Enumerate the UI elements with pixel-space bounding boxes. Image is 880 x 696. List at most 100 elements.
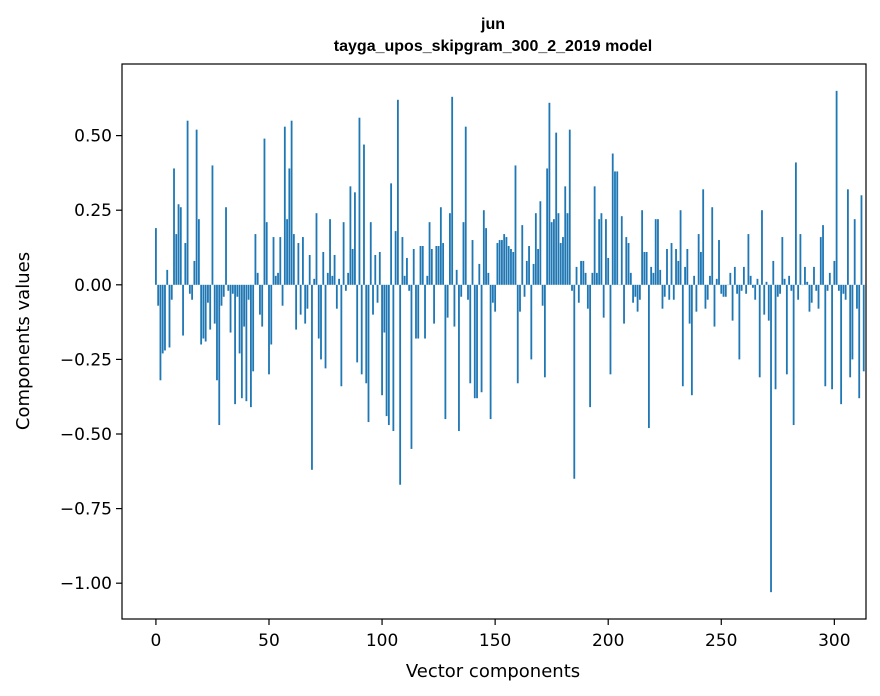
bar-78: [331, 275, 334, 285]
bar-199: [605, 219, 607, 285]
bar-252: [724, 284, 727, 297]
bar-54: [277, 272, 279, 285]
bar-56: [281, 284, 284, 306]
bar-295: [822, 225, 824, 285]
bar-105: [392, 284, 395, 432]
bar-267: [758, 284, 761, 378]
bar-22: [204, 284, 207, 342]
bar-55: [279, 237, 282, 285]
bar-159: [514, 165, 517, 285]
bar-181: [564, 186, 567, 285]
bar-290: [810, 284, 813, 303]
bar-244: [706, 284, 709, 300]
bar-163: [523, 284, 526, 297]
bar-13: [184, 243, 187, 285]
bar-41: [247, 284, 250, 300]
bar-232: [679, 210, 682, 285]
bar-214: [638, 284, 641, 300]
bar-200: [607, 257, 610, 285]
bar-42: [250, 284, 252, 408]
bar-25: [211, 165, 214, 285]
bar-30: [222, 284, 225, 297]
bar-102: [385, 284, 388, 417]
bar-276: [779, 284, 781, 294]
bar-198: [602, 284, 605, 318]
bar-241: [700, 251, 702, 285]
bar-196: [598, 219, 601, 285]
bar-272: [770, 284, 772, 593]
bar-126: [439, 207, 442, 285]
bar-83: [342, 222, 345, 285]
bar-282: [792, 284, 795, 426]
bar-108: [399, 284, 402, 485]
bar-130: [449, 213, 451, 285]
bar-247: [713, 284, 716, 327]
bar-135: [460, 284, 463, 297]
bar-79: [333, 254, 336, 285]
bar-217: [645, 251, 648, 285]
bar-17: [193, 260, 196, 285]
bar-146: [485, 228, 487, 285]
bar-75: [324, 284, 327, 369]
chart-subtitle: tayga_upos_skipgram_300_2_2019 model: [334, 38, 652, 55]
y-tick-label: −0.50: [60, 425, 112, 445]
bar-177: [555, 132, 558, 285]
bar-132: [453, 284, 456, 327]
bar-81: [338, 278, 340, 285]
bar-277: [781, 237, 784, 285]
bar-284: [797, 284, 800, 300]
bar-49: [265, 222, 268, 285]
bar-309: [853, 219, 856, 285]
bar-273: [772, 260, 775, 285]
bar-155: [505, 237, 508, 285]
bar-237: [690, 284, 693, 396]
bar-147: [487, 272, 490, 285]
bar-128: [444, 284, 447, 420]
x-tick-label: 100: [366, 631, 398, 651]
bar-114: [412, 249, 415, 285]
bar-186: [575, 266, 578, 285]
bar-142: [476, 284, 478, 399]
bar-51: [270, 284, 273, 345]
bar-228: [670, 243, 673, 285]
bar-296: [824, 284, 827, 387]
bar-2: [159, 284, 162, 381]
bar-92: [363, 144, 365, 285]
bar-302: [837, 284, 840, 291]
bar-144: [480, 284, 483, 393]
bar-24: [209, 284, 212, 330]
bar-289: [808, 284, 811, 312]
bar-88: [354, 192, 356, 285]
bar-119: [424, 284, 426, 339]
bar-76: [326, 272, 329, 285]
bar-11: [179, 207, 182, 285]
bar-110: [403, 275, 406, 285]
bar-84: [344, 284, 347, 291]
bar-215: [641, 210, 644, 285]
bar-136: [462, 222, 465, 285]
bar-170: [539, 201, 542, 285]
bar-240: [697, 234, 700, 285]
bar-167: [532, 263, 535, 285]
bar-80: [335, 284, 338, 309]
bar-304: [842, 284, 845, 294]
bar-70: [313, 278, 316, 285]
bar-251: [722, 284, 725, 297]
bar-157: [510, 249, 512, 285]
bar-250: [720, 284, 723, 294]
bar-307: [849, 284, 852, 378]
bar-263: [749, 275, 752, 285]
bar-190: [584, 272, 587, 285]
bar-67: [306, 284, 309, 309]
bar-221: [654, 219, 657, 285]
bar-27: [216, 284, 218, 381]
bar-149: [491, 284, 494, 303]
bar-118: [421, 246, 424, 285]
bar-312: [860, 195, 863, 285]
bar-15: [188, 284, 191, 294]
bar-85: [347, 272, 350, 285]
bar-125: [437, 246, 440, 285]
bar-124: [435, 246, 438, 285]
bar-268: [761, 210, 763, 285]
bar-300: [833, 260, 836, 285]
